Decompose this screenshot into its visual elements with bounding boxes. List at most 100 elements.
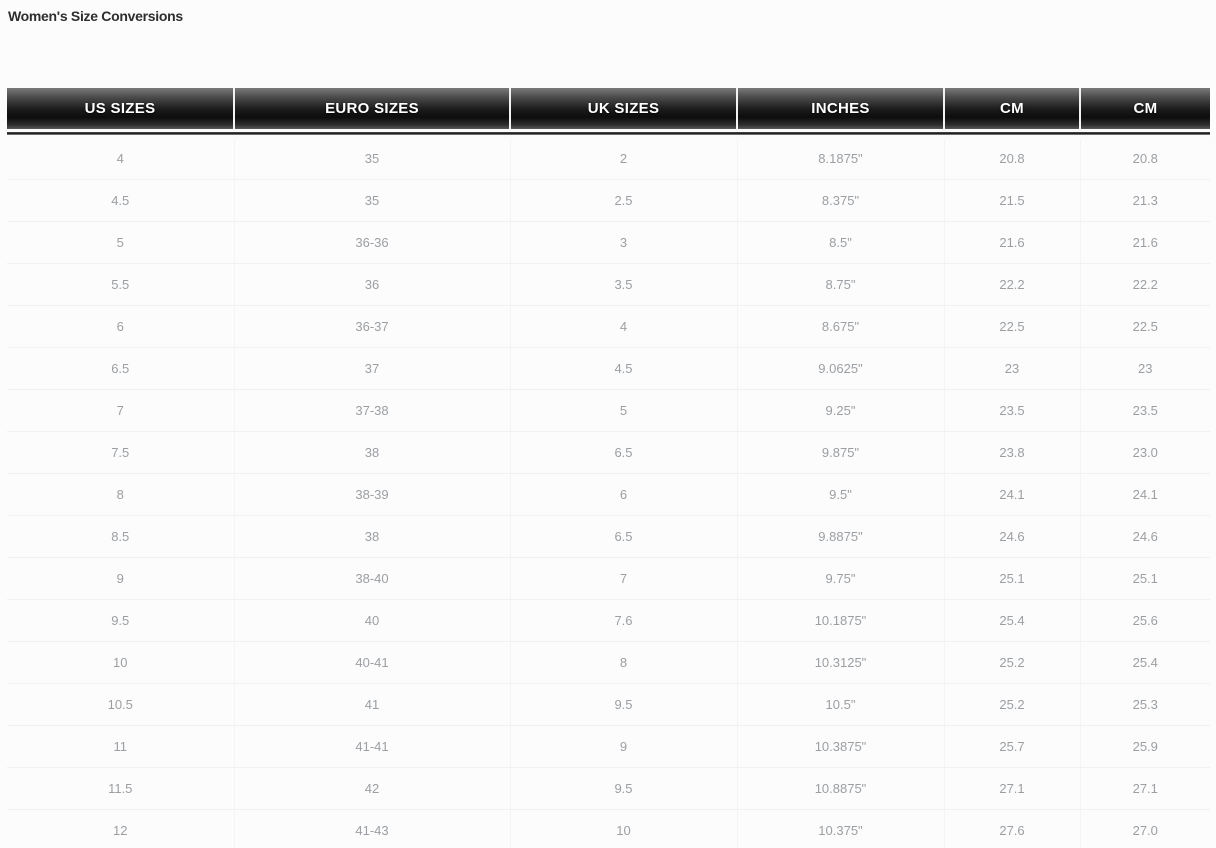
table-cell: 9.875" [737, 431, 945, 474]
table-cell: 4 [510, 305, 738, 348]
table-cell: 9.5 [510, 767, 738, 810]
table-cell: 38 [234, 431, 511, 474]
column-header: US SIZES [7, 88, 235, 132]
table-row: 9.5 40 7.6 10.1875" 25.4 25.6 [7, 599, 1210, 642]
table-cell: 41-43 [234, 809, 511, 848]
column-header: EURO SIZES [234, 88, 511, 132]
table-cell: 10.1875" [737, 599, 945, 642]
table-cell: 36-36 [234, 221, 511, 264]
table-cell: 9 [7, 557, 235, 600]
table-cell: 23 [1080, 347, 1210, 390]
table-cell: 7 [510, 557, 738, 600]
table-cell: 10 [7, 641, 235, 684]
table-cell: 7 [7, 389, 235, 432]
table-cell: 4.5 [510, 347, 738, 390]
table-cell: 8.5 [7, 515, 235, 558]
table-row: 9 38-40 7 9.75" 25.1 25.1 [7, 557, 1210, 600]
size-conversion-table: US SIZES EURO SIZES UK SIZES INCHES CM CM 4 35… [7, 88, 1210, 848]
table-cell: 6.5 [510, 431, 738, 474]
table-cell: 25.6 [1080, 599, 1210, 642]
table-cell: 23 [944, 347, 1081, 390]
table-cell: 35 [234, 137, 511, 180]
table-cell: 23.5 [1080, 389, 1210, 432]
table-cell: 6 [7, 305, 235, 348]
table-cell: 37-38 [234, 389, 511, 432]
table-row: 11 41-41 9 10.3875" 25.7 25.9 [7, 725, 1210, 768]
table-cell: 10 [510, 809, 738, 848]
table-cell: 9.75" [737, 557, 945, 600]
table-row: 11.5 42 9.5 10.8875" 27.1 27.1 [7, 767, 1210, 810]
table-cell: 25.2 [944, 683, 1081, 726]
table-cell: 10.375" [737, 809, 945, 848]
table-row: 8 38-39 6 9.5" 24.1 24.1 [7, 473, 1210, 516]
table-cell: 20.8 [1080, 137, 1210, 180]
table-cell: 9.8875" [737, 515, 945, 558]
table-cell: 25.3 [1080, 683, 1210, 726]
table-cell: 41-41 [234, 725, 511, 768]
table-cell: 11 [7, 725, 235, 768]
table-cell: 27.1 [1080, 767, 1210, 810]
table-row: 8.5 38 6.5 9.8875" 24.6 24.6 [7, 515, 1210, 558]
table-cell: 38 [234, 515, 511, 558]
table-cell: 10.5" [737, 683, 945, 726]
table-cell: 40-41 [234, 641, 511, 684]
table-cell: 25.1 [944, 557, 1081, 600]
table-row: 4.5 35 2.5 8.375" 21.5 21.3 [7, 179, 1210, 222]
table-cell: 9.5 [7, 599, 235, 642]
table-cell: 27.1 [944, 767, 1081, 810]
table-cell: 25.4 [1080, 641, 1210, 684]
page-title: Women's Size Conversions [8, 8, 183, 24]
table-cell: 27.0 [1132, 822, 1158, 838]
column-header: INCHES [737, 88, 945, 132]
table-cell: 24.1 [1080, 473, 1210, 516]
table-cell: 5 [7, 221, 235, 264]
table-cell: 36 [234, 263, 511, 306]
header-underline-bar [7, 130, 1210, 139]
column-header: UK SIZES [510, 88, 738, 132]
table-cell: 23.0 [1080, 431, 1210, 474]
table-row: 5 36-36 3 8.5" 21.6 21.6 [7, 221, 1210, 264]
table-cell: 22.5 [944, 305, 1081, 348]
table-cell: 4.5 [7, 179, 235, 222]
table-cell: 2 [510, 137, 738, 180]
table-cell: 25.1 [1080, 557, 1210, 600]
table-cell: 25.2 [944, 641, 1081, 684]
table-row: 7.5 38 6.5 9.875" 23.8 23.0 [7, 431, 1210, 474]
table-cell: 8 [510, 641, 738, 684]
table-cell: 8.75" [737, 263, 945, 306]
table-cell: 11.5 [7, 767, 235, 810]
table-cell: 9 [510, 725, 738, 768]
table-cell: 5 [510, 389, 738, 432]
header-row: US SIZES EURO SIZES UK SIZES INCHES CM CM [7, 88, 1210, 132]
table-cell: 7.6 [510, 599, 738, 642]
table-cell: 22.2 [1080, 263, 1210, 306]
table-cell: 4 [7, 137, 235, 180]
table-cell: 9.5" [737, 473, 945, 516]
table-cell: 37 [234, 347, 511, 390]
table-body: 4 35 2 8.1875" 20.8 20.8 4.5 35 2.5 8.375" 21.5 21.… [7, 137, 1210, 848]
table-cell: 23.5 [944, 389, 1081, 432]
table-cell: 38-39 [234, 473, 511, 516]
table-cell: 10.3875" [737, 725, 945, 768]
table-row: 10.5 41 9.5 10.5" 25.2 25.3 [7, 683, 1210, 726]
table-cell: 6 [510, 473, 738, 516]
table-cell: 8.1875" [737, 137, 945, 180]
table-cell: 7.5 [7, 431, 235, 474]
table-cell: 3.5 [510, 263, 738, 306]
table-row: 7 37-38 5 9.25" 23.5 23.5 [7, 389, 1210, 432]
table-cell: 36-37 [234, 305, 511, 348]
table-cell: 6.5 [510, 515, 738, 558]
column-header: CM [944, 88, 1081, 132]
table-cell: 10.5 [7, 683, 235, 726]
table-cell: 21.6 [1080, 221, 1210, 264]
table-cell: 3 [510, 221, 738, 264]
table-cell: 8.5" [737, 221, 945, 264]
table-row: 5.5 36 3.5 8.75" 22.2 22.2 [7, 263, 1210, 306]
table-cell: 12 [7, 809, 235, 848]
table-cell: 38-40 [234, 557, 511, 600]
table-cell: 9.25" [737, 389, 945, 432]
table-cell: 10.8875" [737, 767, 945, 810]
table-cell: 8.675" [737, 305, 945, 348]
table-cell: 6.5 [7, 347, 235, 390]
